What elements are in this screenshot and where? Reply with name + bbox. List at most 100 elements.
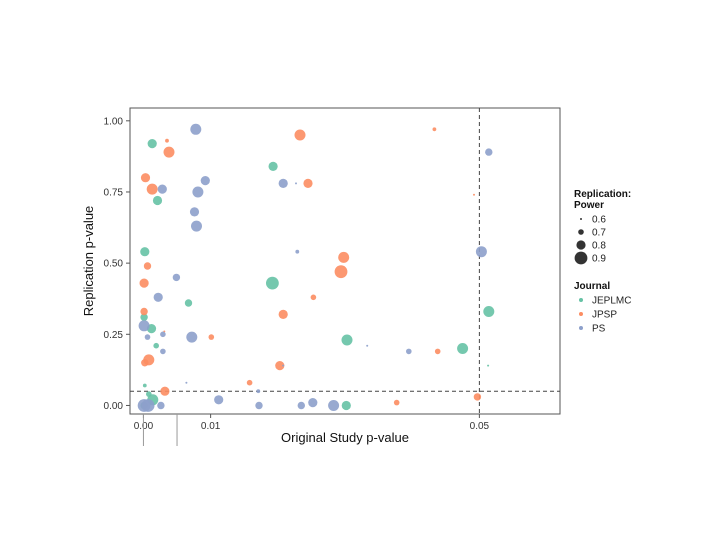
data-point-jpsp (434, 348, 441, 355)
y-axis: 0.00 0.25 0.50 0.75 1.00 (104, 116, 130, 412)
data-point-jeplmc (487, 364, 490, 367)
data-point-ps (160, 331, 166, 338)
journal-legend-marker (579, 298, 583, 302)
x-tick-label: 0.05 (470, 421, 490, 432)
data-point-ps (255, 401, 263, 410)
size-legend-label: 0.9 (592, 254, 606, 265)
journal-legend-title: Journal (574, 281, 610, 292)
data-point-jpsp (143, 262, 152, 270)
size-legend-marker (580, 218, 582, 220)
data-point-ps (366, 344, 369, 347)
journal-legend-label: JEPLMC (592, 296, 631, 307)
data-point-jpsp (393, 399, 400, 406)
size-legend-title-line2: Power (574, 200, 604, 211)
data-point-ps (141, 399, 155, 412)
data-points (137, 123, 495, 412)
size-legend-marker (576, 240, 586, 250)
size-legend-label: 0.6 (592, 215, 606, 226)
journal-legend-marker (579, 326, 583, 330)
data-point-jpsp (303, 178, 313, 188)
data-point-jpsp (432, 127, 437, 132)
data-point-ps (185, 381, 188, 384)
data-point-jeplmc (152, 195, 163, 206)
data-point-ps (308, 398, 318, 408)
data-point-ps (190, 123, 202, 135)
data-point-jpsp (140, 307, 148, 316)
data-point-ps (278, 178, 288, 188)
data-point-jeplmc (140, 247, 150, 257)
data-point-jeplmc (483, 306, 495, 317)
size-legend-marker (574, 251, 588, 265)
data-point-jpsp (139, 278, 149, 288)
journal-legend: Journal JEPLMC JPSP PS (574, 281, 631, 335)
data-point-ps (192, 186, 204, 198)
data-point-ps (200, 176, 210, 186)
y-tick-label: 0.50 (104, 259, 124, 270)
data-point-jpsp (160, 386, 170, 396)
data-point-ps (191, 220, 202, 232)
data-point-ps (153, 292, 163, 302)
data-point-jeplmc (268, 161, 278, 171)
data-point-jpsp (473, 193, 475, 196)
x-tick-label: 0.01 (201, 421, 221, 432)
data-point-ps (295, 249, 300, 254)
data-point-jpsp (278, 309, 288, 319)
data-point-jeplmc (341, 334, 353, 346)
data-point-jpsp (275, 361, 285, 371)
data-point-ps (160, 348, 166, 355)
data-point-ps (144, 334, 151, 340)
x-axis: 0.00 0.01 0.05 (134, 414, 490, 446)
data-point-jeplmc (140, 313, 148, 321)
data-point-jeplmc (457, 343, 469, 354)
data-point-ps (189, 207, 200, 217)
reference-lines (130, 108, 560, 414)
size-legend: Replication: Power 0.6 0.7 0.8 0.9 (574, 189, 631, 265)
data-point-jeplmc (147, 139, 157, 149)
data-point-ps (256, 389, 261, 394)
data-point-ps (172, 273, 181, 282)
data-point-ps (485, 148, 493, 156)
data-point-jpsp (473, 393, 482, 401)
data-point-jeplmc (184, 299, 193, 307)
data-point-ps (295, 182, 297, 185)
size-legend-label: 0.8 (592, 241, 606, 252)
data-point-jpsp (338, 251, 350, 263)
y-axis-title: Replication p-value (81, 206, 96, 317)
data-point-jeplmc (341, 400, 351, 411)
size-legend-title-line1: Replication: (574, 189, 631, 200)
data-point-jpsp (165, 138, 169, 143)
data-point-ps (406, 348, 412, 355)
data-point-jeplmc (153, 342, 159, 349)
journal-legend-marker (579, 312, 583, 316)
data-point-ps (475, 246, 487, 258)
data-point-jpsp (208, 334, 215, 340)
data-point-ps (157, 401, 165, 410)
data-point-ps (328, 400, 340, 411)
data-point-jpsp (334, 265, 348, 279)
data-point-jpsp (163, 146, 175, 158)
data-point-jeplmc (266, 276, 279, 290)
y-tick-label: 1.00 (104, 116, 124, 127)
size-legend-marker (578, 229, 584, 235)
data-point-ps (138, 320, 150, 332)
y-tick-label: 0.75 (104, 187, 124, 198)
data-point-jpsp (146, 183, 158, 195)
y-tick-label: 0.25 (104, 330, 124, 341)
data-point-ps (297, 401, 305, 410)
data-point-jpsp (246, 379, 253, 386)
data-point-ps (214, 395, 224, 405)
y-tick-label: 0.00 (104, 401, 124, 412)
data-point-jeplmc (142, 383, 147, 388)
data-point-jpsp (294, 129, 306, 141)
data-point-jpsp (140, 173, 151, 183)
data-point-jpsp (310, 294, 317, 301)
journal-legend-label: PS (592, 324, 606, 335)
x-axis-title: Original Study p-value (281, 430, 409, 445)
data-point-ps (157, 184, 167, 194)
data-point-ps (186, 331, 198, 343)
size-legend-label: 0.7 (592, 228, 606, 239)
data-point-ps (282, 364, 285, 367)
data-point-jpsp (141, 359, 149, 367)
journal-legend-label: JPSP (592, 310, 617, 321)
